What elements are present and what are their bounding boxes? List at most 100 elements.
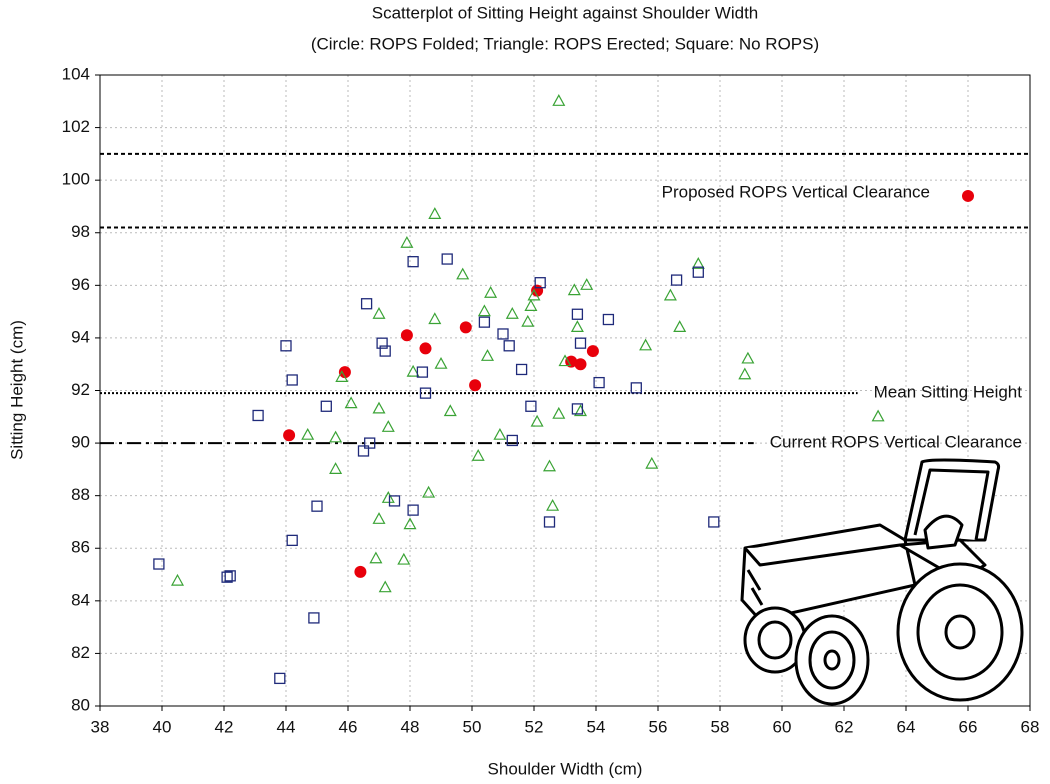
point <box>480 349 495 361</box>
point <box>400 329 413 342</box>
y-tick-label: 104 <box>62 64 90 83</box>
point <box>428 207 442 219</box>
x-tick-label: 60 <box>773 717 792 736</box>
point <box>357 445 370 457</box>
point <box>586 345 599 358</box>
y-tick-label: 100 <box>62 170 90 189</box>
reference-line-label: Current ROPS Vertical Clearance <box>770 433 1022 452</box>
y-tick-label: 80 <box>71 695 90 714</box>
point <box>525 400 537 412</box>
point <box>372 401 386 414</box>
x-tick-label: 42 <box>215 717 234 736</box>
point <box>670 274 683 286</box>
point <box>691 257 705 269</box>
point <box>741 351 755 364</box>
point <box>372 512 386 524</box>
point <box>428 312 442 325</box>
point <box>574 358 587 371</box>
point <box>484 285 498 298</box>
point <box>542 459 557 472</box>
point <box>456 267 470 280</box>
point <box>434 356 448 369</box>
point <box>552 406 566 419</box>
point <box>571 308 584 320</box>
point <box>593 376 605 389</box>
point <box>388 495 401 507</box>
point <box>280 340 292 352</box>
point <box>170 573 185 586</box>
point <box>329 462 343 474</box>
x-tick-label: 56 <box>649 717 668 736</box>
point <box>546 498 560 511</box>
point <box>469 379 482 392</box>
point <box>493 427 507 440</box>
point <box>274 672 286 685</box>
point <box>364 437 376 449</box>
point <box>478 316 491 328</box>
point <box>543 516 556 528</box>
point <box>639 338 653 351</box>
x-tick-label: 46 <box>339 717 358 736</box>
point <box>515 363 528 376</box>
x-tick-label: 52 <box>525 717 544 736</box>
point <box>570 320 584 332</box>
point <box>565 355 578 368</box>
annotation: Proposed ROPS Vertical Clearance <box>662 182 930 201</box>
point <box>338 366 351 379</box>
point <box>419 387 432 399</box>
tractor-illustration <box>740 458 1024 706</box>
point <box>471 448 485 461</box>
point <box>283 429 296 442</box>
point <box>397 552 411 565</box>
point <box>376 337 388 349</box>
point <box>552 94 566 106</box>
point <box>329 430 343 443</box>
reference-line-label: Mean Sitting Height <box>874 383 1023 402</box>
point <box>379 345 391 357</box>
y-tick-label: 94 <box>71 327 90 346</box>
point <box>477 304 491 317</box>
point <box>286 534 298 547</box>
point <box>871 409 885 422</box>
y-tick-label: 92 <box>71 380 90 399</box>
point <box>354 565 367 578</box>
point <box>407 504 419 516</box>
x-tick-label: 64 <box>897 717 916 736</box>
point <box>571 403 584 415</box>
point <box>574 337 587 349</box>
x-tick-label: 40 <box>153 717 172 736</box>
point <box>286 374 298 386</box>
point <box>602 313 615 326</box>
point <box>573 404 588 417</box>
point <box>419 342 432 355</box>
y-tick-label: 96 <box>71 275 90 294</box>
point <box>503 340 515 352</box>
x-tick-label: 50 <box>463 717 482 736</box>
chart-title: Scatterplot of Sitting Height against Sh… <box>372 3 759 22</box>
y-tick-label: 98 <box>71 222 90 241</box>
point <box>369 551 383 564</box>
chart-subtitle: (Circle: ROPS Folded; Triangle: ROPS Ere… <box>311 34 819 53</box>
y-tick-label: 84 <box>71 590 90 609</box>
point <box>372 307 386 319</box>
point <box>645 456 659 469</box>
point <box>301 427 315 440</box>
point <box>506 434 518 447</box>
point <box>505 307 519 319</box>
x-tick-label: 54 <box>587 717 606 736</box>
point <box>406 364 420 377</box>
point <box>335 370 349 382</box>
y-tick-label: 88 <box>71 485 90 504</box>
point <box>630 382 642 394</box>
x-tick-label: 38 <box>91 717 110 736</box>
plot-frame <box>99 74 1031 707</box>
point <box>400 236 414 248</box>
point <box>521 314 535 327</box>
y-tick-label: 90 <box>71 433 90 452</box>
point <box>308 612 320 624</box>
point <box>153 558 165 570</box>
point <box>252 409 264 422</box>
point <box>663 288 677 301</box>
point <box>673 320 687 332</box>
